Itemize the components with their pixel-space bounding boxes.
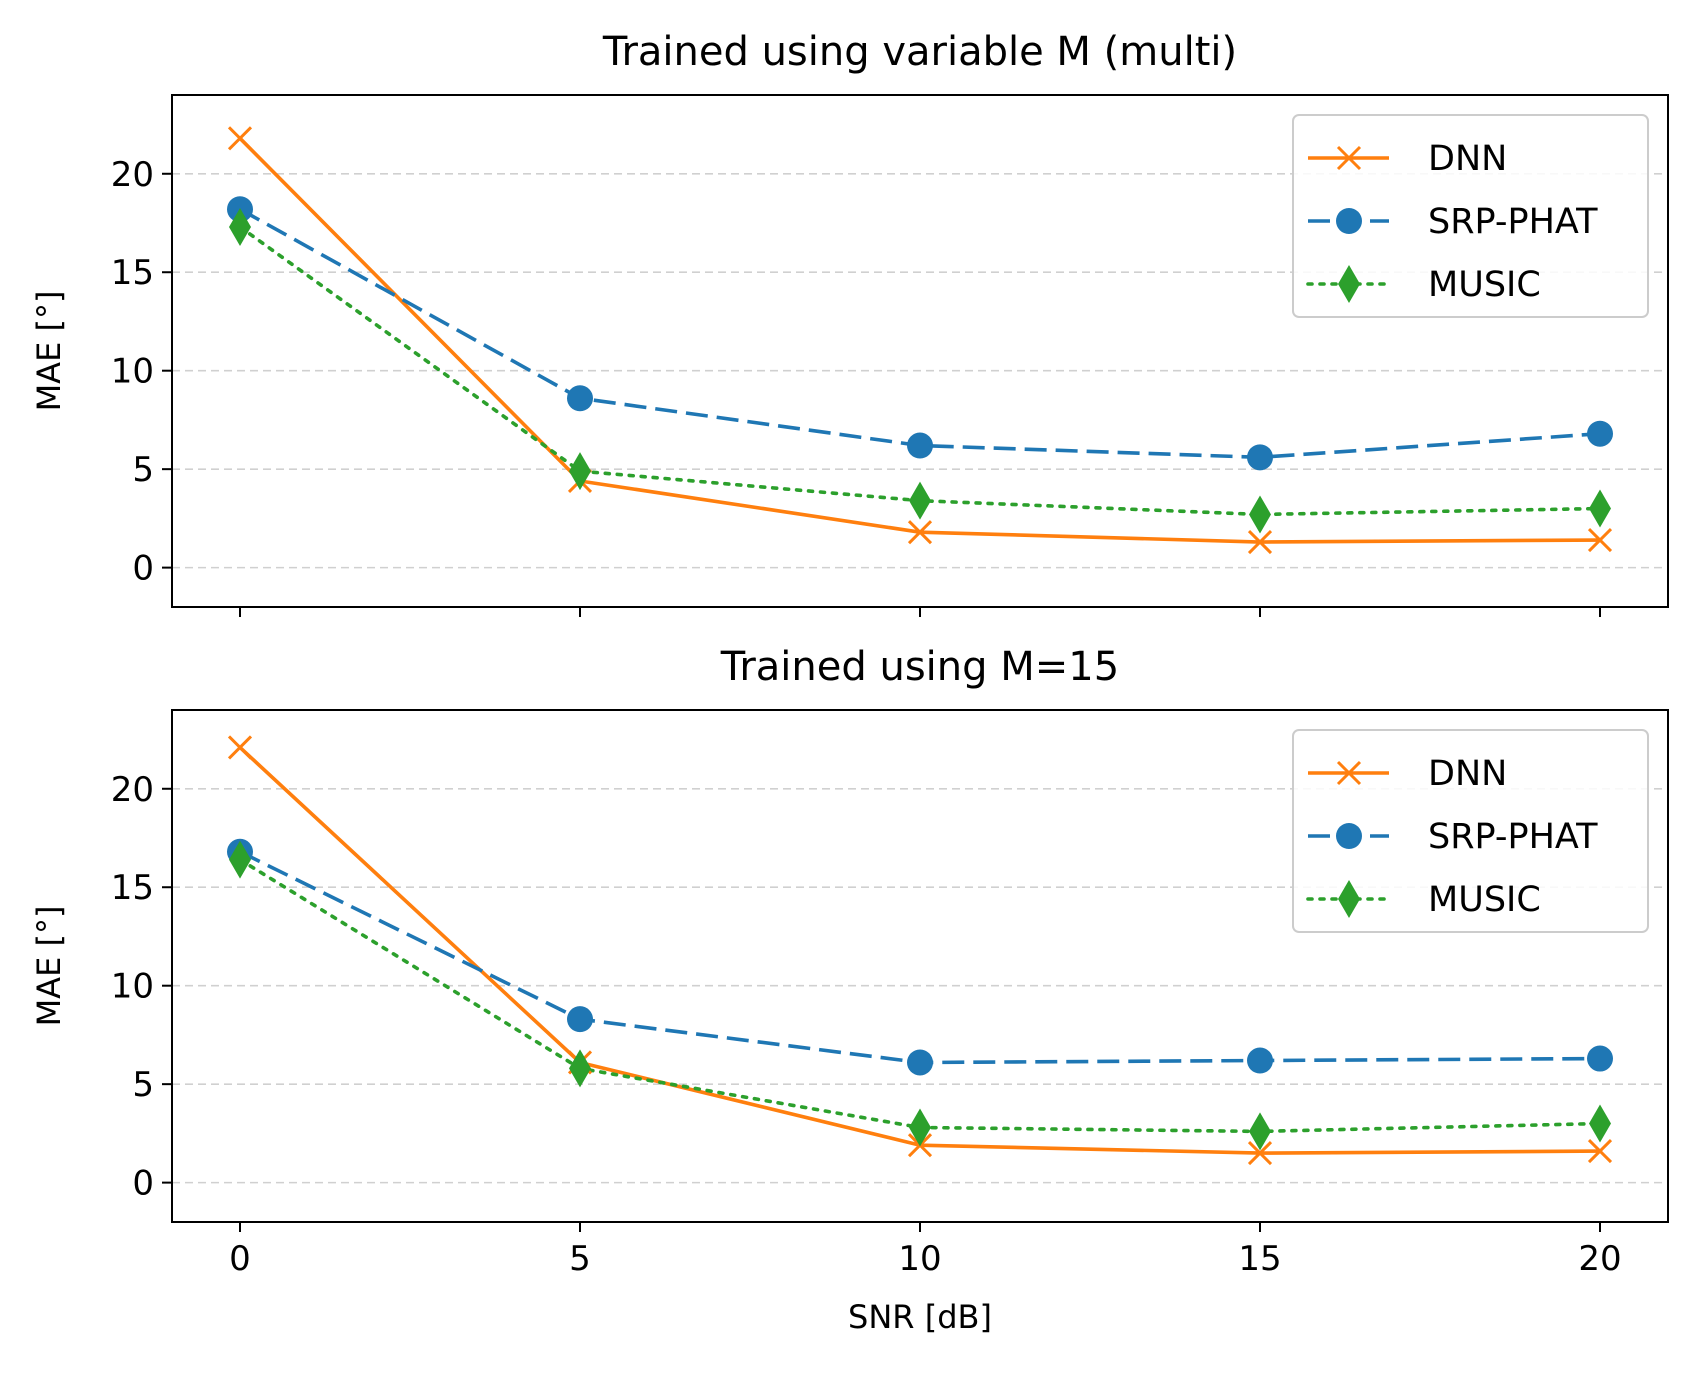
data-point-music xyxy=(1249,495,1271,534)
y-tick-label: 20 xyxy=(111,155,154,195)
data-point-dnn xyxy=(907,520,933,545)
y-tick-label: 15 xyxy=(111,868,154,908)
legend-marker-music xyxy=(1338,880,1360,918)
data-point-dnn xyxy=(1587,1139,1613,1164)
data-point-srp-phat xyxy=(1587,420,1613,447)
data-point-srp-phat xyxy=(567,385,593,412)
y-tick-label: 0 xyxy=(132,549,154,589)
data-point-srp-phat xyxy=(1247,1047,1273,1074)
legend-marker-music xyxy=(1338,265,1360,303)
legend: DNN SRP-PHAT MUSIC xyxy=(1292,729,1649,933)
data-point-srp-phat xyxy=(1247,444,1273,471)
x-tick-label: 20 xyxy=(1578,1239,1621,1279)
data-point-srp-phat xyxy=(1587,1045,1613,1072)
bottom-chart-panel: 0 5 10 15 20 0 5 10 15 20 Trained using M=15 MAE [°… xyxy=(30,644,1669,1336)
data-point-music xyxy=(1589,1104,1611,1143)
y-tick-label: 5 xyxy=(132,450,154,490)
y-tick-label: 20 xyxy=(111,770,154,810)
data-point-music xyxy=(909,1108,931,1147)
legend-marker-srp-phat xyxy=(1336,208,1362,234)
data-point-dnn xyxy=(1247,1141,1273,1166)
chart-title: Trained using variable M (multi) xyxy=(602,29,1237,75)
y-tick-label: 15 xyxy=(111,253,154,293)
legend-label-dnn: DNN xyxy=(1428,754,1507,794)
y-axis-label: MAE [°] xyxy=(30,291,68,412)
data-point-music xyxy=(229,207,251,246)
data-point-music xyxy=(909,481,931,520)
data-point-dnn xyxy=(227,126,253,151)
top-chart-panel: 0 5 10 15 20 Trained using variable M (multi)… xyxy=(30,29,1669,617)
x-tick-label: 5 xyxy=(569,1239,591,1279)
data-point-music xyxy=(569,1049,591,1088)
x-axis-label: SNR [dB] xyxy=(848,1298,992,1336)
legend-label-music: MUSIC xyxy=(1428,265,1541,305)
data-point-music xyxy=(1589,489,1611,528)
legend-box xyxy=(1292,114,1649,318)
legend-box xyxy=(1292,729,1649,933)
legend-label-srp-phat: SRP-PHAT xyxy=(1428,202,1598,242)
legend-label-dnn: DNN xyxy=(1428,139,1507,179)
y-tick-label: 0 xyxy=(132,1164,154,1204)
data-point-srp-phat xyxy=(907,432,933,459)
data-point-music xyxy=(229,840,251,879)
y-tick-label: 10 xyxy=(111,967,154,1007)
data-point-dnn xyxy=(1587,527,1613,553)
y-tick-label: 10 xyxy=(111,352,154,392)
legend-marker-srp-phat xyxy=(1336,823,1362,849)
data-point-music xyxy=(1249,1112,1271,1151)
y-tick-label: 5 xyxy=(132,1065,154,1105)
legend: DNN SRP-PHAT MUSIC xyxy=(1292,114,1649,318)
data-point-dnn xyxy=(1247,529,1273,555)
legend-marker-dnn xyxy=(1336,145,1362,171)
y-axis-label: MAE [°] xyxy=(30,906,68,1027)
x-tick-label: 15 xyxy=(1238,1239,1281,1279)
legend-label-music: MUSIC xyxy=(1428,880,1541,920)
x-tick-label: 0 xyxy=(229,1239,251,1279)
chart-title: Trained using M=15 xyxy=(720,644,1119,690)
data-point-srp-phat xyxy=(907,1049,933,1076)
data-point-music xyxy=(569,452,591,491)
legend-label-srp-phat: SRP-PHAT xyxy=(1428,817,1598,857)
data-point-dnn xyxy=(227,735,253,760)
x-tick-label: 10 xyxy=(898,1239,941,1279)
legend-marker-dnn xyxy=(1336,760,1362,786)
data-point-srp-phat xyxy=(567,1006,593,1033)
